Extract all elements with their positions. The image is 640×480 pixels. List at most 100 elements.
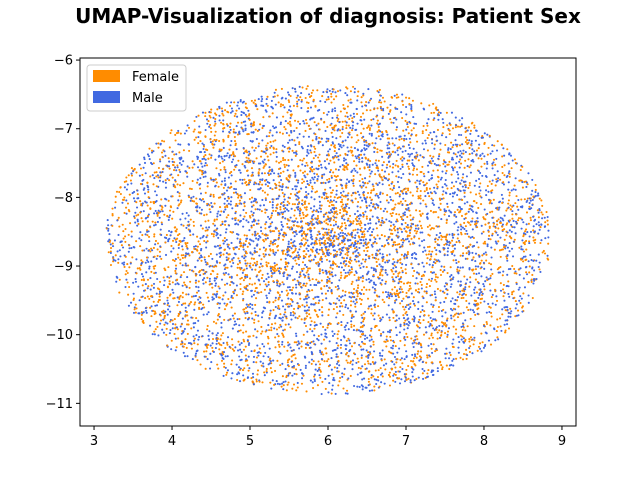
data-point-male xyxy=(370,124,373,127)
data-point-male xyxy=(435,135,438,138)
data-point-female xyxy=(359,206,362,209)
data-point-male xyxy=(132,311,136,314)
data-point-female xyxy=(443,243,446,246)
data-point-female xyxy=(338,227,341,230)
data-point-male xyxy=(471,235,474,238)
data-point-female xyxy=(197,240,200,243)
data-point-female xyxy=(380,269,383,273)
data-point-female xyxy=(259,123,262,126)
data-point-male xyxy=(250,289,253,292)
data-point-male xyxy=(461,143,464,146)
data-point-male xyxy=(338,121,341,124)
data-point-female xyxy=(184,338,187,341)
data-point-female xyxy=(139,211,142,214)
data-point-male xyxy=(220,278,224,281)
data-point-male xyxy=(191,358,194,361)
data-point-female xyxy=(171,281,174,284)
data-point-female xyxy=(504,329,507,332)
data-point-female xyxy=(420,275,423,278)
data-point-female xyxy=(382,258,385,261)
data-point-female xyxy=(158,295,161,298)
data-point-male xyxy=(282,381,285,384)
data-point-male xyxy=(216,232,219,235)
data-point-male xyxy=(341,295,344,298)
data-point-male xyxy=(235,125,238,128)
data-point-male xyxy=(225,154,228,157)
data-point-female xyxy=(267,281,270,284)
data-point-male xyxy=(216,212,219,215)
data-point-female xyxy=(248,118,251,121)
data-point-female xyxy=(293,312,296,315)
data-point-female xyxy=(321,306,324,309)
data-point-male xyxy=(411,300,415,303)
data-point-male xyxy=(204,175,207,178)
data-point-female xyxy=(401,245,404,248)
data-point-male xyxy=(192,195,195,198)
data-point-male xyxy=(361,330,364,333)
data-point-female xyxy=(489,263,493,266)
data-point-female xyxy=(448,160,451,163)
data-point-female xyxy=(480,259,483,262)
data-point-female xyxy=(522,292,525,295)
data-point-male xyxy=(401,159,404,162)
data-point-female xyxy=(228,148,231,151)
data-point-female xyxy=(223,166,226,169)
data-point-female xyxy=(392,316,395,319)
data-point-female xyxy=(137,213,140,216)
data-point-male xyxy=(194,294,198,297)
data-point-female xyxy=(306,269,309,272)
data-point-female xyxy=(121,223,124,226)
data-point-female xyxy=(247,179,250,182)
data-point-male xyxy=(359,196,362,199)
data-point-male xyxy=(289,311,292,314)
data-point-male xyxy=(155,194,158,197)
data-point-female xyxy=(206,229,209,232)
data-point-male xyxy=(420,287,423,290)
data-point-female xyxy=(140,318,143,321)
data-point-female xyxy=(389,187,392,190)
data-point-male xyxy=(185,129,188,132)
data-point-male xyxy=(320,260,324,263)
data-point-female xyxy=(115,190,119,193)
data-point-female xyxy=(467,245,470,249)
data-point-female xyxy=(439,148,442,151)
data-point-male xyxy=(144,261,147,264)
data-point-female xyxy=(399,261,402,264)
data-point-male xyxy=(257,278,260,281)
data-point-male xyxy=(452,152,455,155)
data-point-female xyxy=(317,261,320,264)
data-point-female xyxy=(201,227,204,230)
data-point-female xyxy=(426,245,429,249)
data-point-male xyxy=(396,351,399,354)
data-point-female xyxy=(277,230,280,233)
data-point-female xyxy=(359,173,362,176)
data-point-male xyxy=(514,307,517,310)
data-point-female xyxy=(488,262,491,265)
data-point-male xyxy=(327,150,330,153)
data-point-female xyxy=(229,260,232,263)
data-point-female xyxy=(254,128,257,131)
data-point-female xyxy=(334,168,338,171)
data-point-male xyxy=(379,94,382,97)
data-point-female xyxy=(208,208,211,211)
data-point-male xyxy=(329,217,332,220)
data-point-female xyxy=(427,314,430,317)
data-point-female xyxy=(292,224,295,227)
data-point-male xyxy=(210,361,213,364)
data-point-male xyxy=(319,204,322,207)
data-point-female xyxy=(197,142,200,145)
data-point-male xyxy=(168,230,171,233)
data-point-male xyxy=(155,142,158,145)
data-point-female xyxy=(314,240,317,243)
data-point-male xyxy=(496,233,499,237)
data-point-male xyxy=(402,192,405,195)
data-point-female xyxy=(302,284,305,287)
data-point-male xyxy=(286,204,289,207)
data-point-female xyxy=(326,281,329,284)
data-point-male xyxy=(459,280,462,283)
data-point-female xyxy=(485,322,489,326)
data-point-male xyxy=(233,323,236,326)
data-point-male xyxy=(207,338,211,341)
data-point-male xyxy=(202,313,205,316)
data-point-female xyxy=(261,183,264,186)
